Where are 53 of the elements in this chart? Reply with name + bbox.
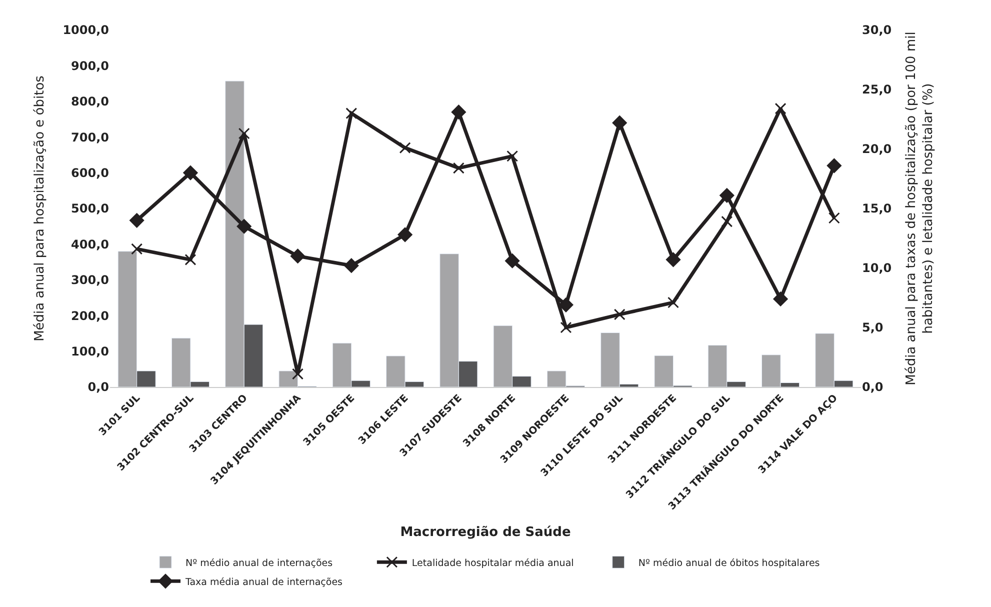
point [505, 254, 520, 268]
point [506, 150, 518, 162]
y-tick-label: 600,0 [71, 166, 109, 180]
y-tick-label: 0,0 [88, 380, 109, 394]
point [292, 368, 304, 380]
point [721, 216, 733, 228]
point [236, 219, 252, 234]
y-tick-label: 500,0 [71, 202, 109, 216]
point [826, 158, 842, 173]
y2-tick-label: 10,0 [862, 261, 892, 276]
y2-tick-label: 30,0 [862, 23, 892, 38]
y2-tick-label: 0,0 [862, 380, 884, 394]
y-axis-title: Média anual para hospitalização e óbitos [32, 75, 48, 342]
y2-axis-title: Média anual para taxas de hospitalização (por 100 mil habitantes) e letalidade hospitalar (%) [904, 32, 936, 386]
y2-tick-label: 20,0 [862, 142, 892, 156]
y2-tick-label: 5,0 [862, 320, 884, 335]
point [344, 258, 359, 273]
legend-label: Letalidade hospitalar média anual [412, 558, 574, 569]
point [398, 227, 412, 242]
y-tick-label: 400,0 [71, 237, 109, 252]
point [184, 254, 196, 266]
point [828, 212, 840, 224]
point [131, 243, 143, 255]
point [668, 296, 679, 308]
point [774, 102, 786, 114]
y-tick-label: 200,0 [71, 308, 109, 323]
y-tick-label: 100,0 [71, 344, 109, 358]
point [399, 142, 411, 154]
point [238, 128, 250, 140]
y-tick-label: 800,0 [71, 94, 109, 109]
point [346, 108, 358, 120]
point [612, 116, 627, 130]
point [666, 252, 680, 267]
y2-tick-label: 25,0 [862, 82, 892, 97]
point [451, 104, 466, 120]
point [720, 188, 734, 203]
x-axis-title: Macrorregião de Saúde [400, 525, 571, 540]
point [452, 162, 464, 174]
point [558, 298, 574, 312]
point [183, 166, 198, 180]
y-tick-label: 700,0 [71, 130, 109, 144]
point [614, 308, 626, 320]
point [560, 322, 572, 334]
y2-tick-label: 15,0 [862, 202, 892, 216]
y-tick-label: 900,0 [71, 58, 109, 73]
point [130, 213, 144, 228]
y-tick-label: 300,0 [71, 273, 109, 288]
legend-label: Nº médio anual de internações [186, 558, 333, 569]
y-tick-label: 1000,0 [62, 23, 109, 38]
legend-label: Taxa média anual de internações [184, 576, 343, 588]
point [773, 292, 788, 306]
legend-label: Nº médio anual de óbitos hospitalares [638, 558, 820, 569]
point [290, 248, 305, 264]
